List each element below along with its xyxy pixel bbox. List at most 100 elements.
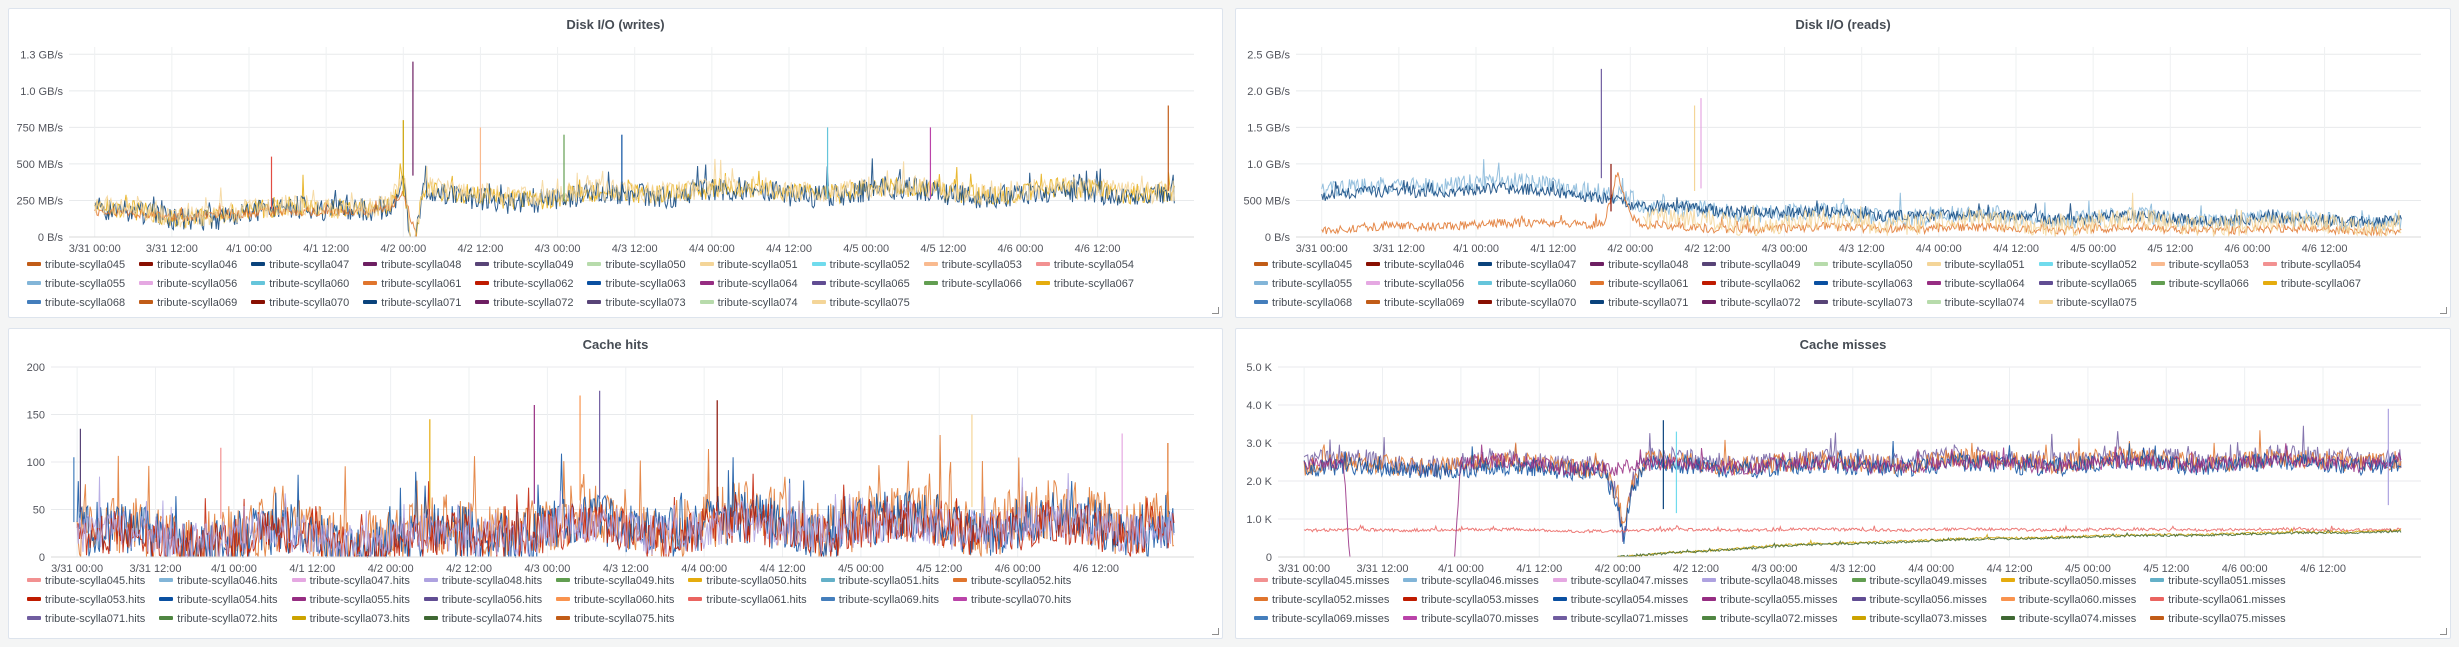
legend-item[interactable]: tribute-scylla069.misses [1254,610,1389,629]
legend-item[interactable]: tribute-scylla053 [923,256,1022,275]
legend-item[interactable]: tribute-scylla048.hits [423,572,542,591]
legend-item[interactable]: tribute-scylla064 [699,275,798,294]
legend-item[interactable]: tribute-scylla071 [363,294,461,313]
legend-item[interactable]: tribute-scylla073 [1814,294,1913,313]
legend-item[interactable]: tribute-scylla049.hits [556,572,674,591]
legend-item[interactable]: tribute-scylla072 [1702,294,1800,313]
legend-item[interactable]: tribute-scylla046 [139,256,237,275]
legend-item[interactable]: tribute-scylla054.hits [159,591,278,610]
legend-item[interactable]: tribute-scylla046.hits [159,572,278,591]
legend-item[interactable]: tribute-scylla052.misses [1254,591,1389,610]
legend-item[interactable]: tribute-scylla060 [251,275,349,294]
legend-item[interactable]: tribute-scylla074.misses [2000,610,2136,629]
legend-item[interactable]: tribute-scylla063 [1814,275,1913,294]
legend-item[interactable]: tribute-scylla072 [475,294,573,313]
legend-item[interactable]: tribute-scylla066 [923,275,1022,294]
legend-item[interactable]: tribute-scylla071.misses [1552,610,1688,629]
legend-item[interactable]: tribute-scylla050.hits [688,572,807,591]
legend-item[interactable]: tribute-scylla053.misses [1403,591,1539,610]
legend-item[interactable]: tribute-scylla051.misses [2150,572,2286,591]
legend-item[interactable]: tribute-scylla071.hits [27,610,145,629]
legend-item[interactable]: tribute-scylla065 [811,275,910,294]
legend-item[interactable]: tribute-scylla049.misses [1851,572,1987,591]
legend-item[interactable]: tribute-scylla048.misses [1702,572,1838,591]
legend-item[interactable]: tribute-scylla050.misses [2000,572,2136,591]
legend-item[interactable]: tribute-scylla053.hits [27,591,145,610]
legend-item[interactable]: tribute-scylla065 [2038,275,2137,294]
legend-item[interactable]: tribute-scylla048 [363,256,461,275]
legend-item[interactable]: tribute-scylla061 [363,275,461,294]
legend-item[interactable]: tribute-scylla048 [1590,256,1688,275]
resize-handle[interactable] [1212,307,1219,314]
legend-item[interactable]: tribute-scylla074.hits [423,610,542,629]
legend-item[interactable]: tribute-scylla047 [1478,256,1576,275]
legend-item[interactable]: tribute-scylla066 [2150,275,2249,294]
resize-handle[interactable] [2440,307,2447,314]
legend-item[interactable]: tribute-scylla072.misses [1702,610,1838,629]
legend-item[interactable]: tribute-scylla060.hits [556,591,674,610]
legend-item[interactable]: tribute-scylla074 [699,294,798,313]
legend-item[interactable]: tribute-scylla056 [139,275,237,294]
legend-item[interactable]: tribute-scylla075 [811,294,910,313]
legend-item[interactable]: tribute-scylla047.misses [1552,572,1688,591]
legend-item[interactable]: tribute-scylla051 [1926,256,2025,275]
legend-item[interactable]: tribute-scylla051.hits [820,572,939,591]
legend-item[interactable]: tribute-scylla061.hits [688,591,807,610]
legend-item[interactable]: tribute-scylla046.misses [1403,572,1539,591]
legend-item[interactable]: tribute-scylla047 [251,256,349,275]
legend-item[interactable]: tribute-scylla070.hits [952,591,1071,610]
resize-handle[interactable] [2440,628,2447,635]
panel-title[interactable]: Disk I/O (reads) [1795,17,1891,32]
legend-item[interactable]: tribute-scylla055.hits [291,591,410,610]
legend-item[interactable]: tribute-scylla069 [1366,294,1464,313]
legend-item[interactable]: tribute-scylla045.hits [27,572,145,591]
legend-item[interactable]: tribute-scylla068 [27,294,125,313]
legend-item[interactable]: tribute-scylla056.misses [1851,591,1987,610]
legend-item[interactable]: tribute-scylla061 [1590,275,1688,294]
legend-item[interactable]: tribute-scylla070.misses [1403,610,1539,629]
legend-item[interactable]: tribute-scylla045 [27,256,125,275]
legend-item[interactable]: tribute-scylla073.hits [291,610,410,629]
legend-item[interactable]: tribute-scylla067 [2262,275,2361,294]
legend-item[interactable]: tribute-scylla045 [1254,256,1352,275]
legend-item[interactable]: tribute-scylla069.hits [820,591,939,610]
legend-item[interactable]: tribute-scylla061.misses [2150,591,2286,610]
panel-title[interactable]: Disk I/O (writes) [566,17,665,32]
legend-item[interactable]: tribute-scylla053 [2150,256,2249,275]
legend-item[interactable]: tribute-scylla056.hits [423,591,542,610]
legend-item[interactable]: tribute-scylla070 [1478,294,1576,313]
legend-item[interactable]: tribute-scylla054.misses [1552,591,1688,610]
legend-item[interactable]: tribute-scylla073 [587,294,686,313]
legend-item[interactable]: tribute-scylla062 [475,275,573,294]
legend-item[interactable]: tribute-scylla052 [2038,256,2137,275]
legend-item[interactable]: tribute-scylla049 [1702,256,1800,275]
legend-item[interactable]: tribute-scylla050 [1814,256,1913,275]
legend-item[interactable]: tribute-scylla051 [699,256,798,275]
legend-item[interactable]: tribute-scylla055 [1254,275,1352,294]
legend-item[interactable]: tribute-scylla054 [2262,256,2361,275]
legend-item[interactable]: tribute-scylla052 [811,256,910,275]
legend-item[interactable]: tribute-scylla054 [1035,256,1134,275]
legend-item[interactable]: tribute-scylla069 [139,294,237,313]
legend-item[interactable]: tribute-scylla070 [251,294,349,313]
legend-item[interactable]: tribute-scylla067 [1035,275,1134,294]
legend-item[interactable]: tribute-scylla062 [1702,275,1800,294]
legend-item[interactable]: tribute-scylla050 [587,256,686,275]
panel-title[interactable]: Cache hits [582,337,649,352]
legend-item[interactable]: tribute-scylla075.misses [2150,610,2286,629]
legend-item[interactable]: tribute-scylla046 [1366,256,1464,275]
legend-item[interactable]: tribute-scylla071 [1590,294,1688,313]
resize-handle[interactable] [1212,628,1219,635]
legend-item[interactable]: tribute-scylla075 [2038,294,2137,313]
legend-item[interactable]: tribute-scylla049 [475,256,573,275]
legend-item[interactable]: tribute-scylla055 [27,275,125,294]
legend-item[interactable]: tribute-scylla056 [1366,275,1464,294]
legend-item[interactable]: tribute-scylla074 [1926,294,2025,313]
legend-item[interactable]: tribute-scylla063 [587,275,686,294]
panel-title[interactable]: Cache misses [1799,337,1887,352]
legend-item[interactable]: tribute-scylla052.hits [952,572,1071,591]
legend-item[interactable]: tribute-scylla073.misses [1851,610,1987,629]
legend-item[interactable]: tribute-scylla055.misses [1702,591,1838,610]
legend-item[interactable]: tribute-scylla075.hits [556,610,674,629]
legend-item[interactable]: tribute-scylla060.misses [2000,591,2136,610]
